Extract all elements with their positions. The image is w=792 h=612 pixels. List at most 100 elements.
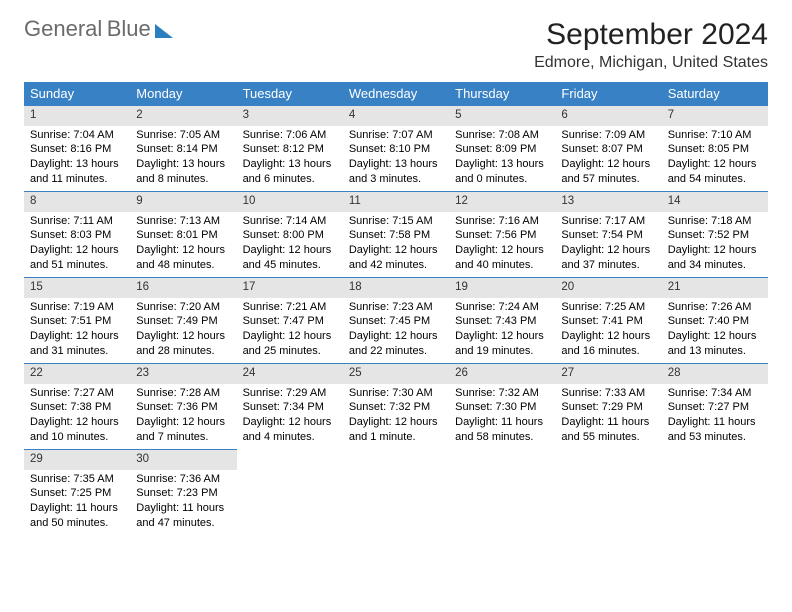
weekday-header: Tuesday xyxy=(237,82,343,105)
day-content: Sunrise: 7:13 AMSunset: 8:01 PMDaylight:… xyxy=(130,212,236,277)
day-number: 21 xyxy=(662,277,768,298)
calendar-cell: 5Sunrise: 7:08 AMSunset: 8:09 PMDaylight… xyxy=(449,105,555,191)
sunrise-text: Sunrise: 7:16 AM xyxy=(455,214,549,229)
sunset-text: Sunset: 8:05 PM xyxy=(668,142,762,157)
sunrise-text: Sunrise: 7:24 AM xyxy=(455,300,549,315)
sunset-text: Sunset: 8:03 PM xyxy=(30,228,124,243)
sunset-text: Sunset: 7:36 PM xyxy=(136,400,230,415)
sunset-text: Sunset: 8:07 PM xyxy=(561,142,655,157)
day-content: Sunrise: 7:26 AMSunset: 7:40 PMDaylight:… xyxy=(662,298,768,363)
header: General Blue September 2024 Edmore, Mich… xyxy=(24,18,768,72)
day-number: 17 xyxy=(237,277,343,298)
sunrise-text: Sunrise: 7:35 AM xyxy=(30,472,124,487)
day-number: 27 xyxy=(555,363,661,384)
sunset-text: Sunset: 7:51 PM xyxy=(30,314,124,329)
sunset-text: Sunset: 8:01 PM xyxy=(136,228,230,243)
sunset-text: Sunset: 7:45 PM xyxy=(349,314,443,329)
calendar-cell: 2Sunrise: 7:05 AMSunset: 8:14 PMDaylight… xyxy=(130,105,236,191)
logo-word-1: General xyxy=(24,16,102,41)
day-content: Sunrise: 7:05 AMSunset: 8:14 PMDaylight:… xyxy=(130,126,236,191)
sunset-text: Sunset: 7:56 PM xyxy=(455,228,549,243)
day-number: 6 xyxy=(555,105,661,126)
sunrise-text: Sunrise: 7:18 AM xyxy=(668,214,762,229)
calendar-cell xyxy=(555,449,661,535)
day-content: Sunrise: 7:35 AMSunset: 7:25 PMDaylight:… xyxy=(24,470,130,535)
day-number: 7 xyxy=(662,105,768,126)
day-content: Sunrise: 7:29 AMSunset: 7:34 PMDaylight:… xyxy=(237,384,343,449)
day-number: 20 xyxy=(555,277,661,298)
calendar-cell: 9Sunrise: 7:13 AMSunset: 8:01 PMDaylight… xyxy=(130,191,236,277)
day-number: 1 xyxy=(24,105,130,126)
daylight-text: Daylight: 12 hours and 45 minutes. xyxy=(243,243,337,273)
day-number: 18 xyxy=(343,277,449,298)
daylight-text: Daylight: 12 hours and 51 minutes. xyxy=(30,243,124,273)
weekday-header: Thursday xyxy=(449,82,555,105)
daylight-text: Daylight: 12 hours and 25 minutes. xyxy=(243,329,337,359)
calendar-cell: 15Sunrise: 7:19 AMSunset: 7:51 PMDayligh… xyxy=(24,277,130,363)
calendar-cell: 17Sunrise: 7:21 AMSunset: 7:47 PMDayligh… xyxy=(237,277,343,363)
sunrise-text: Sunrise: 7:09 AM xyxy=(561,128,655,143)
daylight-text: Daylight: 11 hours and 55 minutes. xyxy=(561,415,655,445)
calendar-cell: 28Sunrise: 7:34 AMSunset: 7:27 PMDayligh… xyxy=(662,363,768,449)
sunrise-text: Sunrise: 7:30 AM xyxy=(349,386,443,401)
day-number: 25 xyxy=(343,363,449,384)
sunset-text: Sunset: 8:00 PM xyxy=(243,228,337,243)
calendar-cell: 3Sunrise: 7:06 AMSunset: 8:12 PMDaylight… xyxy=(237,105,343,191)
sunrise-text: Sunrise: 7:17 AM xyxy=(561,214,655,229)
day-content: Sunrise: 7:17 AMSunset: 7:54 PMDaylight:… xyxy=(555,212,661,277)
daylight-text: Daylight: 11 hours and 53 minutes. xyxy=(668,415,762,445)
sunrise-text: Sunrise: 7:04 AM xyxy=(30,128,124,143)
daylight-text: Daylight: 12 hours and 13 minutes. xyxy=(668,329,762,359)
day-number: 5 xyxy=(449,105,555,126)
logo-word-2: Blue xyxy=(107,16,151,41)
logo-sail-icon xyxy=(155,24,173,38)
day-content: Sunrise: 7:14 AMSunset: 8:00 PMDaylight:… xyxy=(237,212,343,277)
calendar-cell: 10Sunrise: 7:14 AMSunset: 8:00 PMDayligh… xyxy=(237,191,343,277)
calendar-row: 29Sunrise: 7:35 AMSunset: 7:25 PMDayligh… xyxy=(24,449,768,535)
sunset-text: Sunset: 7:47 PM xyxy=(243,314,337,329)
daylight-text: Daylight: 12 hours and 37 minutes. xyxy=(561,243,655,273)
calendar-row: 8Sunrise: 7:11 AMSunset: 8:03 PMDaylight… xyxy=(24,191,768,277)
daylight-text: Daylight: 12 hours and 22 minutes. xyxy=(349,329,443,359)
daylight-text: Daylight: 11 hours and 47 minutes. xyxy=(136,501,230,531)
day-content: Sunrise: 7:20 AMSunset: 7:49 PMDaylight:… xyxy=(130,298,236,363)
calendar-cell: 6 Sunrise: 7:09 AMSunset: 8:07 PMDaylight… xyxy=(555,105,661,191)
day-content: Sunrise: 7:07 AMSunset: 8:10 PMDaylight:… xyxy=(343,126,449,191)
calendar-cell: 18Sunrise: 7:23 AMSunset: 7:45 PMDayligh… xyxy=(343,277,449,363)
sunrise-text: Sunrise: 7:28 AM xyxy=(136,386,230,401)
daylight-text: Daylight: 11 hours and 58 minutes. xyxy=(455,415,549,445)
sunrise-text: Sunrise: 7:32 AM xyxy=(455,386,549,401)
day-number: 15 xyxy=(24,277,130,298)
day-content: Sunrise: 7:19 AMSunset: 7:51 PMDaylight:… xyxy=(24,298,130,363)
sunset-text: Sunset: 7:54 PM xyxy=(561,228,655,243)
sunset-text: Sunset: 7:43 PM xyxy=(455,314,549,329)
day-content: Sunrise: 7:33 AMSunset: 7:29 PMDaylight:… xyxy=(555,384,661,449)
day-content: Sunrise: 7:25 AMSunset: 7:41 PMDaylight:… xyxy=(555,298,661,363)
day-content: Sunrise: 7:08 AMSunset: 8:09 PMDaylight:… xyxy=(449,126,555,191)
sunrise-text: Sunrise: 7:33 AM xyxy=(561,386,655,401)
day-content: Sunrise: 7:16 AMSunset: 7:56 PMDaylight:… xyxy=(449,212,555,277)
calendar-cell: 30Sunrise: 7:36 AMSunset: 7:23 PMDayligh… xyxy=(130,449,236,535)
day-number: 3 xyxy=(237,105,343,126)
calendar-cell: 14Sunrise: 7:18 AMSunset: 7:52 PMDayligh… xyxy=(662,191,768,277)
day-number: 26 xyxy=(449,363,555,384)
day-number: 30 xyxy=(130,449,236,470)
daylight-text: Daylight: 12 hours and 4 minutes. xyxy=(243,415,337,445)
calendar-cell: 26Sunrise: 7:32 AMSunset: 7:30 PMDayligh… xyxy=(449,363,555,449)
day-number: 29 xyxy=(24,449,130,470)
daylight-text: Daylight: 12 hours and 31 minutes. xyxy=(30,329,124,359)
daylight-text: Daylight: 12 hours and 57 minutes. xyxy=(561,157,655,187)
daylight-text: Daylight: 13 hours and 6 minutes. xyxy=(243,157,337,187)
weekday-header: Friday xyxy=(555,82,661,105)
day-content: Sunrise: 7:24 AMSunset: 7:43 PMDaylight:… xyxy=(449,298,555,363)
calendar-row: 22Sunrise: 7:27 AMSunset: 7:38 PMDayligh… xyxy=(24,363,768,449)
sunrise-text: Sunrise: 7:29 AM xyxy=(243,386,337,401)
sunset-text: Sunset: 7:23 PM xyxy=(136,486,230,501)
sunset-text: Sunset: 7:29 PM xyxy=(561,400,655,415)
daylight-text: Daylight: 13 hours and 8 minutes. xyxy=(136,157,230,187)
logo: General Blue xyxy=(24,18,173,41)
sunrise-text: Sunrise: 7:06 AM xyxy=(243,128,337,143)
daylight-text: Daylight: 12 hours and 34 minutes. xyxy=(668,243,762,273)
sunset-text: Sunset: 7:25 PM xyxy=(30,486,124,501)
sunrise-text: Sunrise: 7:27 AM xyxy=(30,386,124,401)
